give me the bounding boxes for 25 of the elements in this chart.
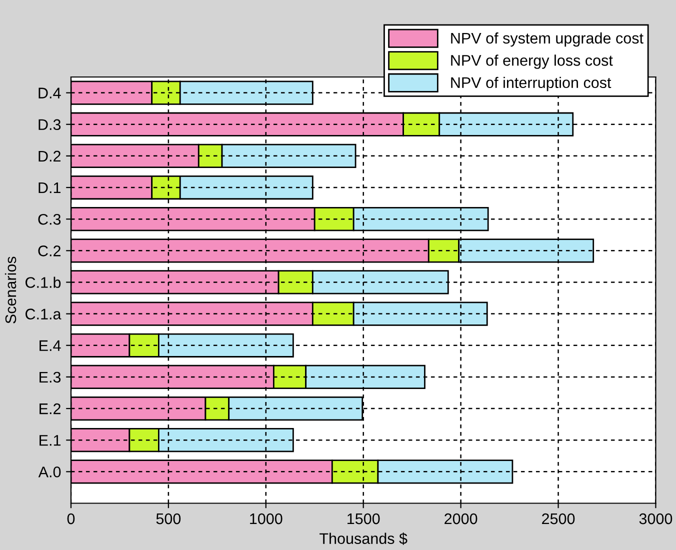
y-tick-label: E.2 xyxy=(40,403,60,414)
y-axis-title: Scenarios xyxy=(4,256,16,324)
y-tick-label: D.4 xyxy=(38,88,61,98)
y-tick-label: C.1.a xyxy=(26,308,62,320)
y-tick-label: E.4 xyxy=(40,340,61,351)
y-tick-label: D.2 xyxy=(38,150,60,162)
x-tick-label: 500 xyxy=(156,513,181,524)
legend-label: NPV of interruption cost xyxy=(451,76,612,92)
y-tick-label: E.3 xyxy=(40,372,61,383)
y-tick-label: C.1.b xyxy=(26,276,61,288)
y-tick-label: C.3 xyxy=(38,214,61,225)
y-tick-label: D.1 xyxy=(38,182,61,194)
x-tick-label: 0 xyxy=(67,513,75,524)
legend-label: NPV of system upgrade cost xyxy=(451,32,644,47)
y-tick-label: C.2 xyxy=(38,246,60,256)
x-tick-label: 2500 xyxy=(542,513,575,524)
y-tick-label: E.1 xyxy=(40,435,61,446)
x-axis-title: Thousands $ xyxy=(320,532,408,545)
x-tick-label: 1500 xyxy=(348,513,380,524)
y-tick-label: D.3 xyxy=(38,119,61,130)
legend-label: NPV of energy loss cost xyxy=(451,54,613,69)
x-tick-label: 2000 xyxy=(444,513,478,524)
x-tick-label: 1000 xyxy=(250,513,282,524)
y-tick-label: A.0 xyxy=(38,466,61,478)
x-tick-label: 3000 xyxy=(639,513,672,524)
